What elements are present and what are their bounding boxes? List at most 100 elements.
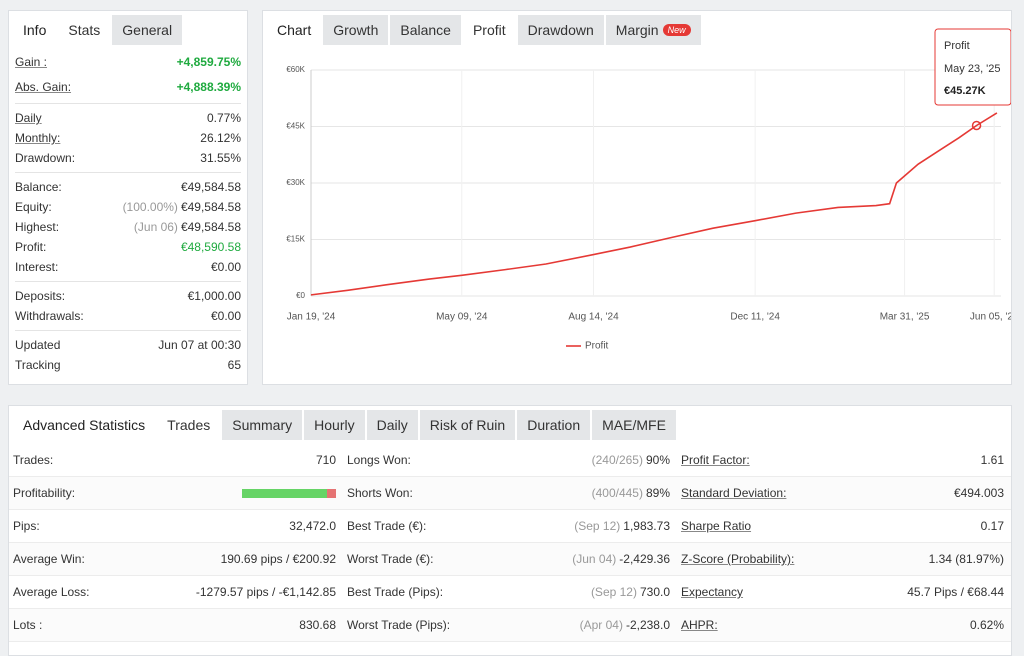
stat-value-wrap: [242, 488, 336, 498]
stat-value-wrap: 31.55%: [200, 151, 241, 165]
tab-label: Daily: [376, 417, 408, 433]
stat-label: Worst Trade (Pips):: [347, 618, 451, 632]
tab-label: Drawdown: [527, 22, 594, 38]
stat-label: Lots :: [13, 618, 43, 632]
stat-label: Standard Deviation:: [681, 486, 787, 500]
tab[interactable]: General: [112, 15, 183, 45]
tab-bar: Chart Growth Balance Profit Drawdown Margin Ne…: [263, 11, 1011, 45]
stat-row: Profit: €48,590.58: [15, 237, 241, 257]
stats-cell: Best Trade (€): (Sep 12) 1,983.73: [343, 510, 677, 542]
stat-value-wrap: (Sep 12) 730.0: [591, 585, 670, 599]
tooltip-value: €45.27K: [944, 85, 986, 97]
tab[interactable]: Trades: [157, 410, 221, 440]
stats-cell: Profitability:: [9, 477, 343, 509]
stat-value: 32,472.0: [289, 519, 336, 533]
stat-label: Abs. Gain:: [15, 79, 72, 94]
stat-row: Updated Jun 07 at 00:30: [15, 335, 241, 355]
stat-value-wrap: 0.77%: [207, 111, 241, 125]
stat-value-wrap: 1.61: [981, 453, 1004, 467]
stat-value-wrap: 26.12%: [200, 131, 241, 145]
tab[interactable]: Margin New: [605, 15, 701, 45]
y-tick-label: €0: [296, 291, 305, 300]
stat-label: Sharpe Ratio: [681, 519, 752, 533]
info-panel: Info Stats General Gain : +4,859.75% Abs. Gai…: [8, 10, 248, 385]
stat-note: (Jun 06): [133, 220, 178, 234]
stat-value: 0.62%: [969, 618, 1004, 632]
stat-label: Deposits:: [15, 289, 66, 303]
stat-value-wrap: €0.00: [211, 260, 241, 274]
stat-value-wrap: €494.003: [954, 486, 1004, 500]
stat-value: Jun 07 at 00:30: [158, 338, 241, 352]
tab[interactable]: Balance: [390, 15, 461, 45]
stat-label: Worst Trade (€):: [347, 552, 434, 566]
stat-label: Daily: [15, 111, 42, 125]
tab[interactable]: Growth: [323, 15, 389, 45]
stat-label: Interest:: [15, 260, 59, 274]
stat-value: 65: [227, 358, 241, 372]
stat-row: Equity: (100.00%) €49,584.58: [15, 197, 241, 217]
tab[interactable]: Stats: [58, 15, 111, 45]
stat-value: 0.77%: [206, 111, 241, 125]
tab-label: Trades: [167, 417, 211, 433]
stat-value: €494.003: [953, 486, 1004, 500]
stat-value: €0.00: [210, 309, 241, 323]
stat-value: 730.0: [639, 585, 670, 599]
tooltip-marker: [971, 120, 982, 131]
tab[interactable]: Hourly: [304, 410, 365, 440]
stats-row: Trades: 710 Longs Won: (240/265) 90% Profit F…: [9, 444, 1011, 477]
stat-value-wrap: €48,590.58: [181, 240, 241, 254]
stat-note: (Sep 12): [590, 585, 637, 599]
tab[interactable]: Drawdown: [517, 15, 604, 45]
stat-group: Updated Jun 07 at 00:30 Tracking 65: [15, 331, 241, 379]
stat-row: Balance: €49,584.58: [15, 177, 241, 197]
stat-value-wrap: 830.68: [299, 618, 336, 632]
tab[interactable]: MAE/MFE: [592, 410, 676, 440]
stat-value: 90%: [645, 453, 670, 467]
tab-bar: Advanced Statistics Trades Summary Hourly Da…: [9, 406, 1011, 444]
stats-cell: Best Trade (Pips): (Sep 12) 730.0: [343, 576, 677, 608]
stats-row: Lots : 830.68 Worst Trade (Pips): (Apr 04) -…: [9, 609, 1011, 642]
y-tick-label: €60K: [286, 65, 305, 74]
x-tick-label: Jun 05, '25: [970, 312, 1011, 323]
stat-row: Highest: (Jun 06) €49,584.58: [15, 217, 241, 237]
stat-value-wrap: -1279.57 pips / -€1,142.85: [196, 585, 336, 599]
tab[interactable]: Summary: [222, 410, 303, 440]
stat-row: Monthly: 26.12%: [15, 128, 241, 148]
stat-row: Gain : +4,859.75%: [15, 49, 241, 74]
stat-label: Expectancy: [681, 585, 744, 599]
stat-value: €1,000.00: [187, 289, 241, 303]
stats-row: Profitability: Shorts Won: (400/445) 89% Sta…: [9, 477, 1011, 510]
stat-value-wrap: €1,000.00: [188, 289, 241, 303]
tab-label: General: [122, 22, 173, 38]
stat-group: Balance: €49,584.58 Equity: (100.00%) €49,58…: [15, 173, 241, 282]
tab[interactable]: Risk of Ruin: [419, 410, 516, 440]
stat-label: Tracking: [15, 358, 61, 372]
stats-cell: Lots : 830.68: [9, 609, 343, 641]
tab-label: Balance: [400, 22, 451, 38]
stat-value-wrap: €49,584.58: [181, 180, 241, 194]
profit-line: [310, 112, 998, 296]
stats-row: Pips: 32,472.0 Best Trade (€): (Sep 12) 1,98…: [9, 510, 1011, 543]
stat-row: Interest: €0.00: [15, 257, 241, 277]
stat-value: -2,429.36: [619, 552, 670, 566]
stats-cell: Profit Factor: 1.61: [677, 444, 1011, 476]
stat-row: Tracking 65: [15, 355, 241, 375]
tab[interactable]: Daily: [366, 410, 418, 440]
stat-value-wrap: 0.17: [981, 519, 1004, 533]
stats-cell: Z-Score (Probability): 1.34 (81.97%): [677, 543, 1011, 575]
stat-value: €0.00: [210, 260, 241, 274]
stat-note: (Apr 04): [579, 618, 623, 632]
tooltip-series: Profit: [944, 40, 970, 52]
stat-label: Best Trade (Pips):: [347, 585, 444, 599]
tab[interactable]: Duration: [517, 410, 591, 440]
stat-value: €49,584.58: [180, 200, 241, 214]
stat-value: +4,888.39%: [176, 79, 241, 94]
stat-value: 0.17: [980, 519, 1004, 533]
stats-cell: Standard Deviation: €494.003: [677, 477, 1011, 509]
tab-label: Hourly: [314, 417, 355, 433]
stat-value: 830.68: [299, 618, 336, 632]
tab-label: Risk of Ruin: [429, 417, 506, 433]
tab[interactable]: Profit: [462, 15, 516, 45]
tooltip-box: [934, 28, 1011, 106]
stats-cell: Trades: 710: [9, 444, 343, 476]
